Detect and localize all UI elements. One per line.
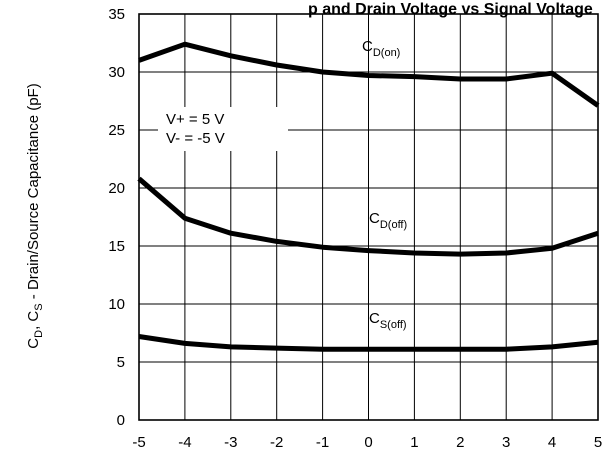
y-axis-label: CD, CS - Drain/Source Capacitance (pF) (25, 83, 45, 348)
y-axis-label-c1: C (25, 338, 42, 349)
series-label-cd-off-sub: D(off) (380, 219, 407, 231)
series-label-cd-on-main: C (362, 38, 373, 55)
x-tick-label: 2 (456, 434, 464, 451)
y-tick-label: 0 (117, 412, 125, 429)
x-tick-label: 3 (502, 434, 510, 451)
series-label-cs-off: CS(off) (369, 310, 407, 331)
series-line-cd-on-line (138, 41, 600, 108)
plot-frame (138, 13, 599, 421)
annotation-vplus: V+ = 5 V (166, 111, 224, 128)
y-tick-labels: 0 5 10 15 20 25 30 35 (108, 6, 125, 429)
y-tick-label: 20 (108, 180, 125, 197)
annotation-box (158, 107, 288, 151)
y-tick-label: 5 (117, 354, 125, 371)
x-tick-label: -1 (316, 434, 329, 451)
x-tick-label: 1 (410, 434, 418, 451)
series-lines (137, 41, 600, 352)
series-label-cd-on: CD(on) (362, 38, 400, 59)
series-line-cd-off-line (137, 176, 599, 257)
chart-title: p and Drain Voltage vs Signal Voltage (308, 1, 593, 18)
series-label-cs-off-sub: S(off) (380, 319, 407, 331)
x-tick-label: 4 (548, 434, 556, 451)
y-axis-label-mid: , C (25, 311, 42, 330)
x-tick-label: -2 (270, 434, 283, 451)
x-tick-label: -5 (132, 434, 145, 451)
series-label-cs-off-main: C (369, 310, 380, 327)
y-axis-label-sub2: S (33, 303, 45, 310)
y-tick-label: 15 (108, 238, 125, 255)
y-axis-label-sub1: D (33, 330, 45, 338)
x-tick-label: -4 (178, 434, 191, 451)
grid-lines (139, 14, 598, 420)
x-tick-label: 0 (364, 434, 372, 451)
y-tick-label: 30 (108, 64, 125, 81)
annotation-vminus: V- = -5 V (166, 130, 225, 147)
y-tick-label: 10 (108, 296, 125, 313)
series-label-cd-off: CD(off) (369, 210, 407, 231)
y-axis-label-rest: - Drain/Source Capacitance (pF) (25, 83, 42, 303)
series-label-cd-on-sub: D(on) (373, 47, 401, 59)
x-tick-labels: -5 -4 -3 -2 -1 0 1 2 3 4 5 (132, 434, 602, 451)
y-tick-label: 25 (108, 122, 125, 139)
x-tick-label: 5 (594, 434, 602, 451)
x-tick-label: -3 (224, 434, 237, 451)
series-label-cd-off-main: C (369, 210, 380, 227)
y-tick-label: 35 (108, 6, 125, 23)
series-line-cs-off-line (138, 334, 599, 352)
